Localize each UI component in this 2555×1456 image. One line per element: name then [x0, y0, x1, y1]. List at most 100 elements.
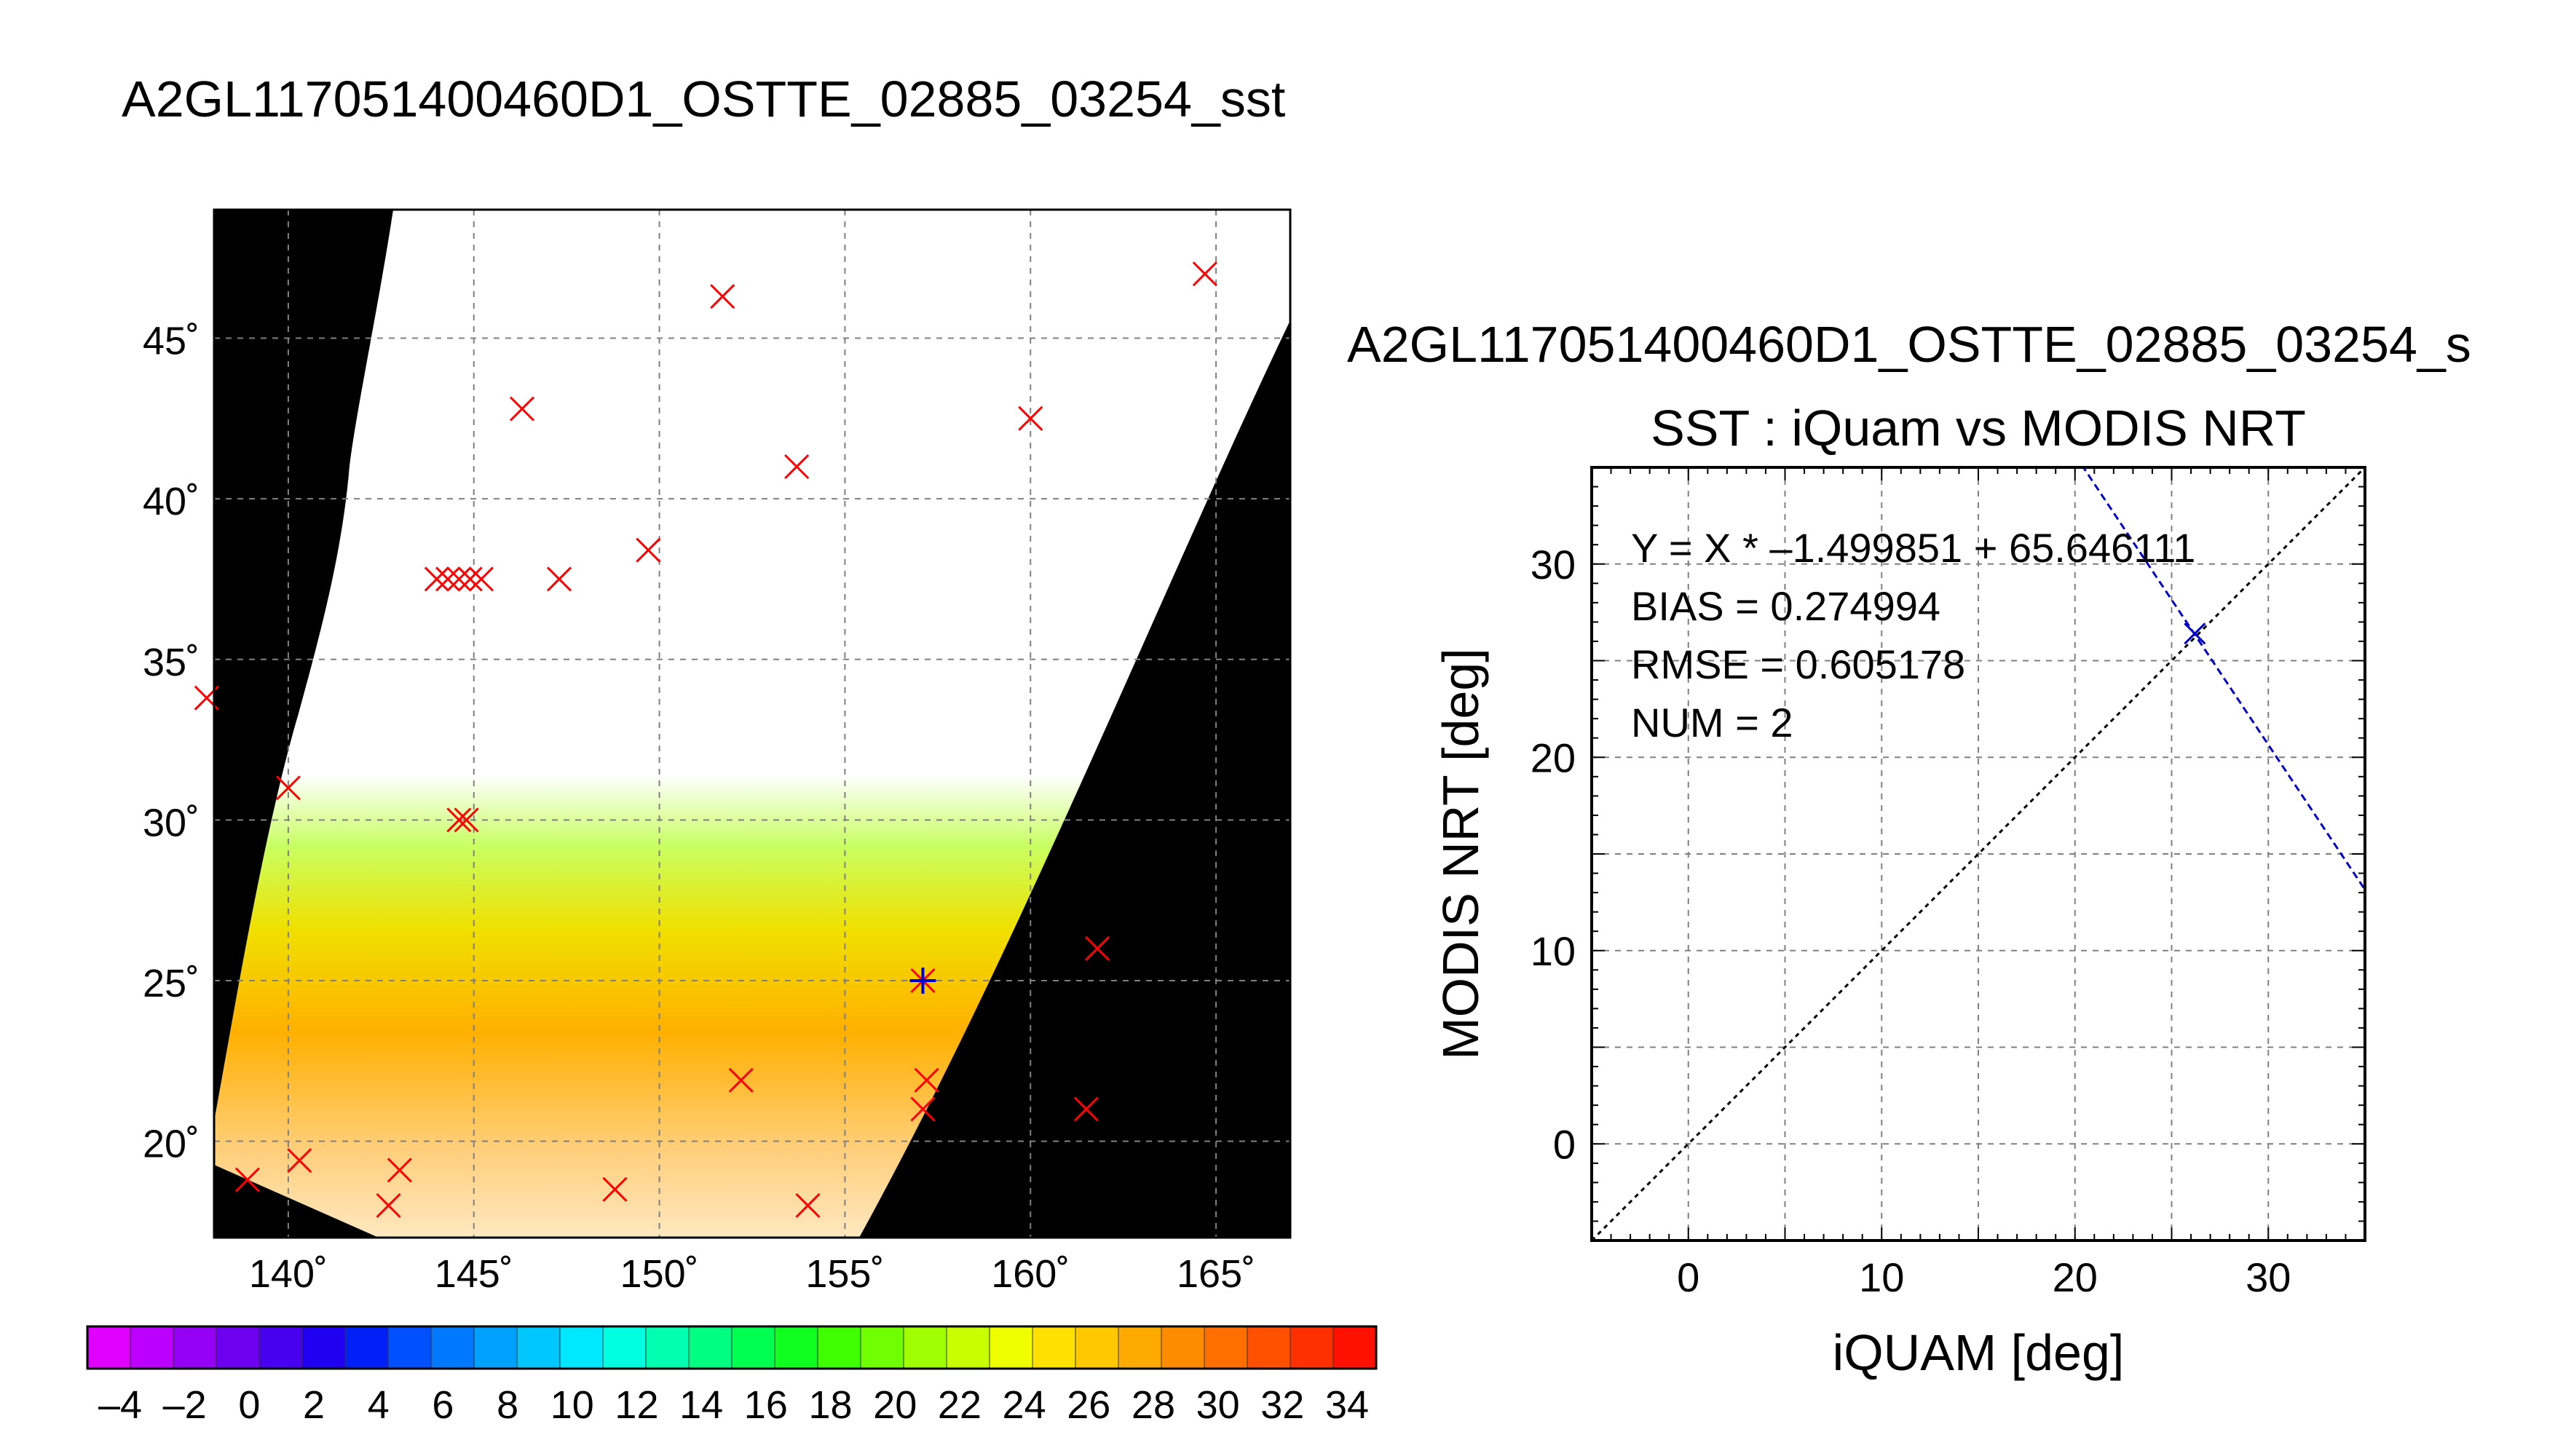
lat-tick-label: 20˚ [143, 1123, 200, 1166]
colorbar-tick-label: –2 [163, 1383, 207, 1427]
map-marker-stroke [435, 566, 461, 592]
colorbar-tick-label: –4 [98, 1383, 142, 1427]
map-marker [275, 775, 301, 801]
lon-tick-label: 160˚ [991, 1252, 1070, 1296]
map-frame [213, 208, 1292, 1239]
colorbar-cell [130, 1326, 174, 1369]
map-marker-stroke [446, 566, 472, 592]
map-marker-stroke [710, 284, 735, 309]
regression-line [2082, 467, 2365, 890]
colorbar-cell [732, 1326, 775, 1369]
colorbar-tick-label: 2 [303, 1383, 325, 1427]
colorbar-cell [775, 1326, 818, 1369]
map-marker-stroke [454, 807, 479, 833]
map-marker-stroke [914, 1067, 939, 1093]
y-tick-label: 10 [1531, 928, 1576, 974]
map-marker [910, 1096, 936, 1122]
x-axis-label: iQUAM [deg] [1833, 1324, 2125, 1381]
colorbar-cells [87, 1326, 1377, 1369]
map-marker [1018, 405, 1043, 431]
colorbar-cell [1247, 1326, 1291, 1369]
map-marker [795, 1192, 821, 1218]
lon-tick-label: 155˚ [805, 1252, 884, 1296]
colorbar-tick-label: 8 [497, 1383, 518, 1427]
map-marker [1192, 261, 1217, 287]
sst-map: 45˚40˚35˚30˚25˚20˚ 140˚ 145˚ 150˚ 155˚ 160˚ 1… [143, 208, 1292, 1296]
colorbar-tick-label: 22 [938, 1383, 982, 1427]
scatter-suptitle: A2GL117051400460D1_OSTTE_02885_03254_s [1347, 316, 2471, 373]
x-tick-label: 0 [1677, 1254, 1699, 1300]
map-marker-stroke [602, 1176, 628, 1202]
map-marker [546, 566, 572, 592]
colorbar-labels: –4 –2 0 2 4 6 8 10 12 14 16 18 20 22 24 26 28 30 32 34 [98, 1383, 1369, 1427]
colorbar-cell [1333, 1326, 1377, 1369]
colorbar-cell [1161, 1326, 1205, 1369]
colorbar-tick-label: 4 [368, 1383, 390, 1427]
map-marker-stroke [636, 537, 661, 563]
map-marker-stroke [784, 454, 810, 480]
colorbar-tick-label: 16 [744, 1383, 788, 1427]
map-marker-stroke [446, 807, 472, 833]
map-marker [636, 537, 661, 563]
map-matched-marker [909, 968, 936, 994]
scatter-title: SST : iQuam vs MODIS NRT [1651, 400, 2306, 456]
lat-tick-label: 40˚ [143, 480, 200, 523]
colorbar-tick-label: 12 [615, 1383, 658, 1427]
lat-labels: 45˚ 40˚ 35˚ 30˚ 25˚ 20˚ [143, 320, 200, 1166]
map-marker [728, 1067, 754, 1093]
map-marker [287, 1148, 312, 1174]
colorbar-tick-label: 20 [873, 1383, 917, 1427]
map-marker-stroke [509, 396, 535, 422]
lon-labels: 140˚ 145˚ 150˚ 155˚ 160˚ 165˚ [249, 1252, 1255, 1296]
map-marker-stroke [910, 1096, 936, 1122]
lat-tick-label: 35˚ [143, 641, 200, 684]
plot-ticks: 0 10 20 30 0 10 20 30 [1531, 467, 2366, 1300]
scatter-point [2184, 622, 2206, 645]
map-marker [454, 807, 479, 833]
lat-tick-label: 45˚ [143, 320, 200, 363]
map-marker-stroke [275, 775, 301, 801]
colorbar-cell [259, 1326, 303, 1369]
map-marker [387, 1158, 412, 1183]
colorbar-cell [818, 1326, 861, 1369]
colorbar-tick-label: 6 [432, 1383, 454, 1427]
map-marker [1084, 935, 1110, 961]
y-tick-label: 20 [1531, 735, 1576, 780]
map-marker [509, 396, 535, 422]
map-marker-stroke [424, 566, 449, 592]
colorbar-cell [990, 1326, 1033, 1369]
colorbar-cell [1204, 1326, 1248, 1369]
colorbar-cell [603, 1326, 647, 1369]
map-marker [446, 566, 472, 592]
map-marker [468, 566, 494, 592]
colorbar-frame [86, 1325, 1378, 1370]
colorbar-cell [388, 1326, 432, 1369]
colorbar-cell [302, 1326, 346, 1369]
lat-tick-label: 25˚ [143, 962, 200, 1005]
colorbar-cell [474, 1326, 518, 1369]
identity-line [1592, 467, 2365, 1241]
map-marker-stroke [1018, 405, 1043, 431]
colorbar-tick-label: 24 [1003, 1383, 1046, 1427]
map-marker [1073, 1096, 1099, 1122]
colorbar-cell [345, 1326, 389, 1369]
map-marker [784, 454, 810, 480]
map-marker [710, 284, 735, 309]
y-tick-label: 30 [1531, 542, 1576, 587]
map-marker [376, 1192, 401, 1218]
map-marker [446, 807, 472, 833]
map-marker-stroke [468, 566, 494, 592]
y-tick-label: 0 [1553, 1121, 1576, 1167]
colorbar-tick-label: 34 [1325, 1383, 1369, 1427]
colorbar-cell [1075, 1326, 1119, 1369]
colorbar-tick-label: 18 [808, 1383, 852, 1427]
map-marker-stroke [546, 566, 572, 592]
map-marker [234, 1167, 260, 1192]
scatter-point-stroke [2184, 622, 2206, 645]
colorbar-cell [689, 1326, 732, 1369]
lon-tick-label: 145˚ [435, 1252, 513, 1296]
map-marker-stroke [457, 566, 483, 592]
stats-line: RMSE = 0.605178 [1631, 641, 1965, 687]
colorbar-cell [947, 1326, 990, 1369]
